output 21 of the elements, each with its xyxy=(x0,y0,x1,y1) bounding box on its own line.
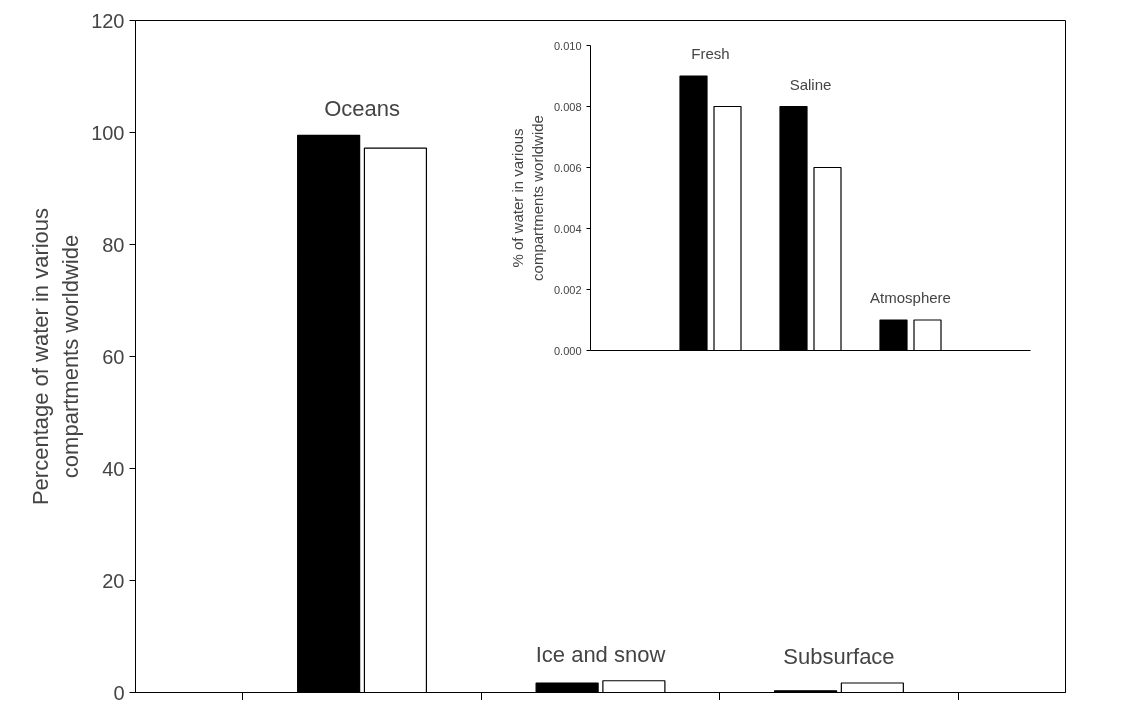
y-tick-label: 0.002 xyxy=(553,283,582,296)
annotation: Fresh xyxy=(691,45,730,62)
annotation: Subsurface xyxy=(783,643,895,669)
y-tick-label: 0.000 xyxy=(553,344,582,357)
y-axis-title: % of water in various compartments worldwide xyxy=(508,115,546,281)
y-tick-label: 0.010 xyxy=(553,39,582,52)
y-tick-label: 20 xyxy=(102,569,125,592)
y-tick-label: 60 xyxy=(102,345,125,368)
annotation: Ice and snow xyxy=(535,641,666,667)
y-axis-title: Percentage of water in various compartments worldwide xyxy=(28,207,84,506)
y-tick-label: 0.008 xyxy=(553,100,582,113)
annotation: Saline xyxy=(789,75,832,93)
y-tick-label: 0.006 xyxy=(553,161,582,174)
annotation: Atmosphere xyxy=(870,289,951,306)
y-tick-label: 80 xyxy=(102,233,125,256)
annotation: Oceans xyxy=(324,96,400,122)
y-tick-label: 0 xyxy=(113,681,125,704)
y-tick-label: 100 xyxy=(91,121,125,144)
y-tick-label: 40 xyxy=(102,457,125,480)
y-tick-label: 120 xyxy=(91,9,125,32)
y-tick-label: 0.004 xyxy=(553,222,582,235)
